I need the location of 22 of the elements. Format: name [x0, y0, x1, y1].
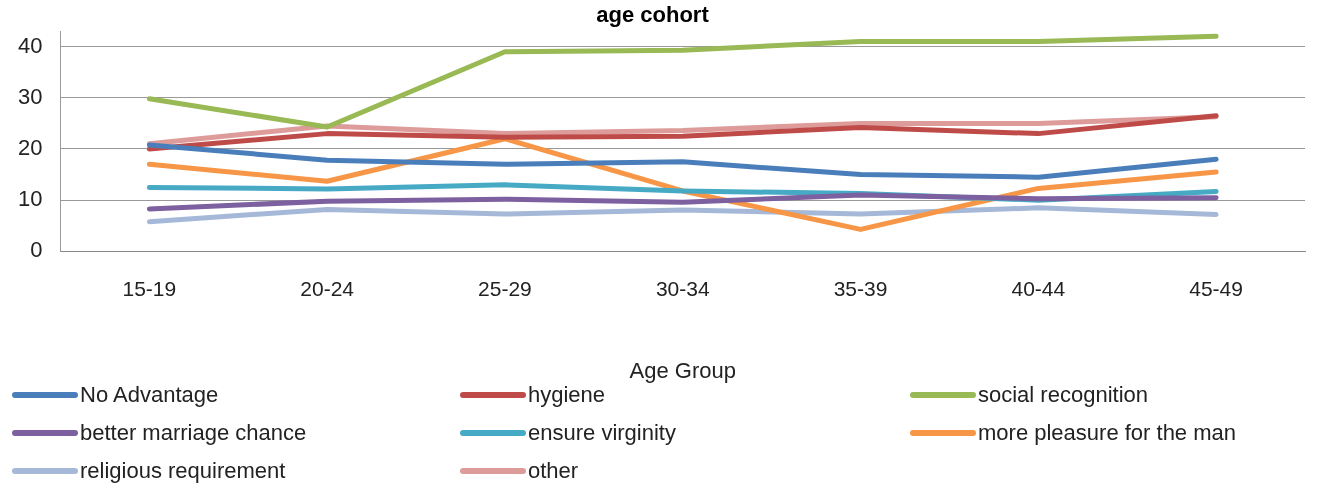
- legend-label: social recognition: [978, 382, 1148, 408]
- y-tick-label: 0: [30, 237, 43, 263]
- legend-label: more pleasure for the man: [978, 420, 1237, 446]
- y-tick-label: 20: [17, 135, 43, 161]
- legend-label: better marriage chance: [80, 420, 307, 446]
- legend-label: ensure virginity: [528, 420, 676, 446]
- legend-label: hygiene: [528, 382, 606, 408]
- chart-title: age cohort: [596, 2, 710, 28]
- x-tick-label: 15-19: [122, 276, 177, 300]
- x-tick-label: 40-44: [1011, 276, 1066, 300]
- x-tick-label: 25-29: [478, 276, 532, 300]
- y-tick-label: 40: [17, 32, 43, 58]
- x-tick-label: 20-24: [300, 276, 355, 300]
- legend-label: No Advantage: [80, 382, 219, 408]
- x-tick-label: 35-39: [833, 276, 888, 300]
- x-axis-title: Age Group: [629, 357, 736, 383]
- legend-label: religious requirement: [80, 458, 286, 484]
- x-tick-label: 45-49: [1189, 276, 1243, 300]
- y-tick-label: 10: [17, 186, 43, 212]
- legend-label: other: [528, 458, 579, 484]
- y-tick-label: 30: [17, 83, 43, 109]
- x-tick-label: 30-34: [655, 276, 710, 300]
